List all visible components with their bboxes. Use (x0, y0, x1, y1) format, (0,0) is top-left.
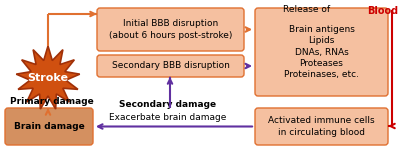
Text: Brain damage: Brain damage (14, 122, 84, 131)
Text: Initial BBB disruption
(about 6 hours post-stroke): Initial BBB disruption (about 6 hours po… (109, 19, 232, 40)
Text: Blood: Blood (367, 6, 398, 16)
Text: Release of: Release of (283, 5, 330, 14)
Text: Exacerbate brain damage: Exacerbate brain damage (109, 113, 227, 122)
FancyBboxPatch shape (5, 108, 93, 145)
Text: Stroke: Stroke (28, 73, 68, 83)
Polygon shape (16, 46, 80, 109)
Text: Brain antigens
Lipids
DNAs, RNAs
Proteases
Proteinases, etc.: Brain antigens Lipids DNAs, RNAs Proteas… (284, 25, 359, 79)
FancyBboxPatch shape (255, 8, 388, 96)
FancyBboxPatch shape (97, 8, 244, 51)
Text: Secondary BBB disruption: Secondary BBB disruption (112, 61, 230, 71)
Text: Activated immune cells
in circulating blood: Activated immune cells in circulating bl… (268, 116, 375, 137)
Text: Primary damage: Primary damage (10, 97, 94, 106)
Text: Secondary damage: Secondary damage (120, 100, 216, 109)
FancyBboxPatch shape (97, 55, 244, 77)
FancyBboxPatch shape (255, 108, 388, 145)
